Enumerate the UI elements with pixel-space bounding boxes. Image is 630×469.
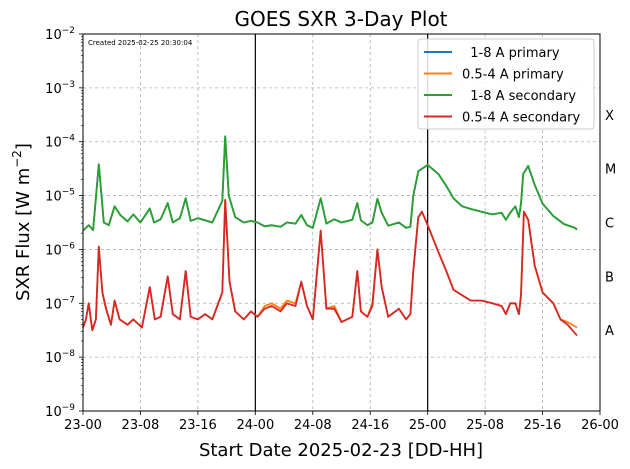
x-tick-label: 25-16 <box>524 418 562 433</box>
x-tick-label: 25-00 <box>409 418 447 433</box>
y-axis-label-close: ] <box>13 143 34 150</box>
y-tick-label: 10−9 <box>45 403 75 420</box>
y-axis-label-main: SXR Flux [W m <box>13 168 34 301</box>
legend-label-1: 0.5-4 A primary <box>462 68 564 83</box>
y-tick-label: 10−6 <box>45 241 75 258</box>
flare-class-X: X <box>605 109 614 124</box>
legend: 1-8 A primary 0.5-4 A primary 1-8 A secon… <box>417 38 595 130</box>
y-axis-label-exponent: −2 <box>10 150 24 168</box>
y-axis-label: SXR Flux [W m−2] <box>10 143 34 301</box>
y-tick-label: 10−3 <box>45 80 75 97</box>
x-tick-label: 23-16 <box>179 418 217 433</box>
legend-label-0: 1-8 A primary <box>462 46 560 61</box>
created-annotation: Created 2025-02-25 20:30:04 <box>88 39 193 47</box>
plot-frame <box>82 33 601 412</box>
flare-class-labels: A B C M X <box>605 109 616 339</box>
legend-label-2: 1-8 A secondary <box>462 89 576 104</box>
x-tick-label: 24-16 <box>351 418 389 433</box>
legend-label-3: 0.5-4 A secondary <box>462 111 580 126</box>
x-tick-label: 24-00 <box>236 418 274 433</box>
y-tick-label: 10−5 <box>45 188 75 205</box>
x-axis-label: Start Date 2025-02-23 [DD-HH] <box>199 440 483 461</box>
x-tick-label: 23-08 <box>122 418 160 433</box>
x-tick-label: 23-00 <box>64 418 102 433</box>
y-axis-ticks: 10−9 10−8 10−7 10−6 10−5 10−4 10−3 10−2 <box>45 26 83 420</box>
y-tick-label: 10−4 <box>45 134 75 151</box>
y-tick-label: 10−8 <box>45 349 75 366</box>
x-tick-label: 26-00 <box>581 418 619 433</box>
flare-class-C: C <box>605 217 614 232</box>
series-line-2 <box>82 135 578 232</box>
flare-class-M: M <box>605 163 616 178</box>
chart-title: GOES SXR 3-Day Plot <box>234 7 447 31</box>
x-tick-label: 24-08 <box>294 418 332 433</box>
x-tick-label: 25-08 <box>466 418 504 433</box>
flare-class-B: B <box>605 270 614 285</box>
x-axis-ticks: 23-00 23-08 23-16 24-00 24-08 24-16 25-00 25-08… <box>64 411 619 433</box>
y-tick-label: 10−7 <box>45 295 75 312</box>
y-tick-label: 10−2 <box>45 26 75 43</box>
series-line-3 <box>82 199 578 337</box>
flare-class-A: A <box>605 324 614 339</box>
legend-box <box>417 38 595 130</box>
series-lines <box>82 135 578 337</box>
